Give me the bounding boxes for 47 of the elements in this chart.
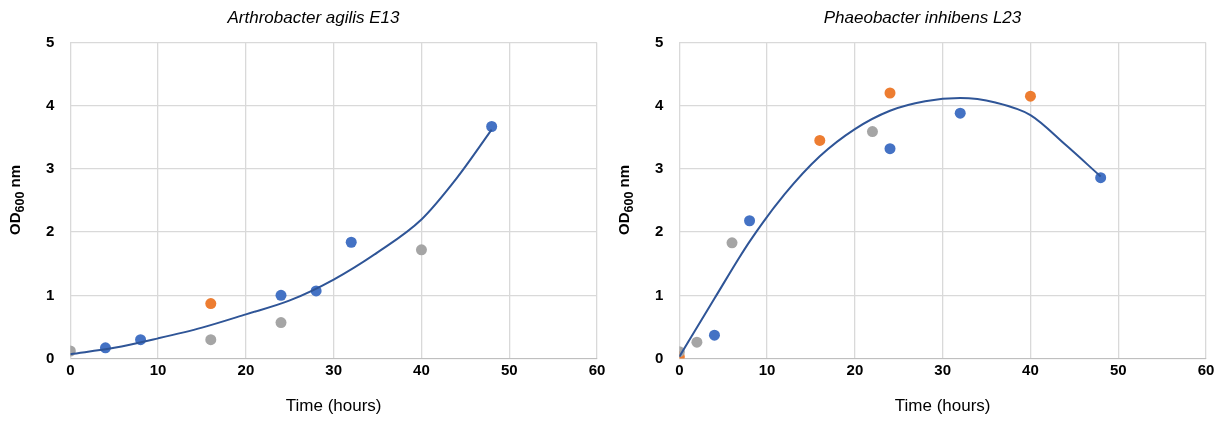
y-tick-label: 0	[46, 348, 55, 366]
point	[954, 107, 966, 119]
x-tick-label: 20	[237, 360, 255, 378]
point	[744, 215, 756, 227]
point	[884, 143, 896, 155]
x-tick-label: 40	[413, 360, 430, 378]
x-tick-label: 50	[1109, 360, 1127, 378]
y-tick-label: 4	[46, 95, 55, 113]
y-tick-label: 1	[46, 285, 55, 303]
x-tick-label: 40	[1022, 360, 1039, 378]
x-tick-label: 10	[149, 360, 167, 378]
x-tick-label: 0	[675, 360, 684, 378]
y-tick-label: 3	[655, 159, 664, 177]
y-tick-label: 3	[46, 159, 55, 177]
y-tick-label: 1	[655, 285, 664, 303]
point	[486, 121, 498, 133]
y-tick-label: 5	[46, 32, 55, 50]
x-tick-label: 30	[325, 360, 343, 378]
point	[415, 244, 427, 256]
point	[1024, 90, 1036, 102]
x-tick-label: 20	[846, 360, 864, 378]
chart-title: Arthrobacter agilis E13	[226, 7, 401, 27]
x-axis-title: Time (hours)	[285, 396, 382, 416]
point	[866, 126, 878, 138]
point	[884, 87, 896, 99]
point	[708, 329, 720, 341]
y-tick-label: 2	[655, 222, 664, 240]
point	[814, 134, 826, 146]
x-tick-label: 0	[66, 360, 75, 378]
y-tick-label: 2	[46, 222, 55, 240]
x-tick-label: 50	[500, 360, 518, 378]
y-tick-label: 0	[655, 348, 664, 366]
point	[275, 317, 287, 329]
x-tick-label: 30	[934, 360, 952, 378]
point	[205, 334, 217, 346]
x-tick-label: 60	[588, 360, 606, 378]
x-tick-label: 10	[758, 360, 776, 378]
point	[345, 236, 357, 248]
x-tick-label: 60	[1197, 360, 1215, 378]
y-tick-label: 4	[655, 95, 664, 113]
point	[691, 336, 703, 348]
chart-title: Phaeobacter inhibens L23	[823, 7, 1022, 27]
point	[205, 298, 217, 310]
point	[726, 237, 738, 249]
y-tick-label: 5	[655, 32, 664, 50]
x-axis-title: Time (hours)	[894, 396, 991, 416]
point	[275, 289, 287, 301]
